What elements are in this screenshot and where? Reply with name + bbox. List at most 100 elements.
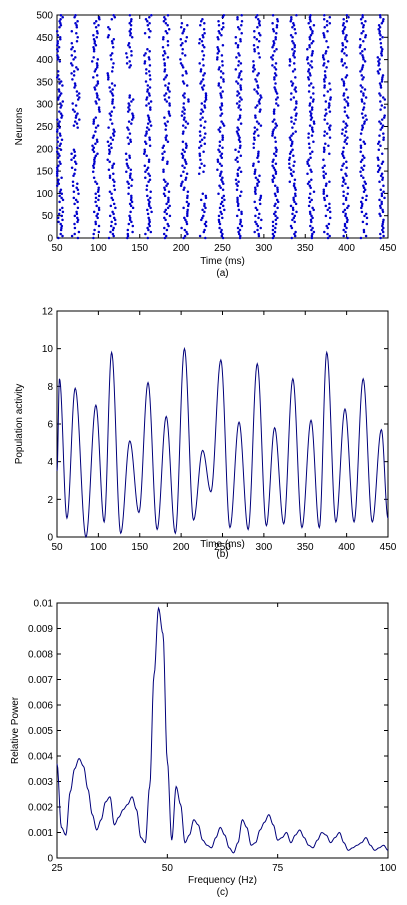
spike-marker — [183, 92, 186, 95]
spike-marker — [216, 56, 219, 59]
spike-marker — [162, 19, 166, 23]
spike-marker — [291, 126, 294, 129]
spike-marker — [200, 162, 203, 165]
spike-marker — [113, 180, 116, 184]
spike-marker — [307, 22, 310, 25]
spike-marker — [203, 164, 206, 167]
spike-marker — [183, 234, 187, 238]
spike-marker — [378, 68, 382, 71]
spike-marker — [379, 15, 382, 19]
spike-marker — [204, 196, 208, 200]
spike-marker — [326, 236, 330, 240]
spike-marker — [185, 72, 188, 75]
spike-marker — [201, 17, 204, 21]
spike-marker — [294, 188, 297, 192]
spike-marker — [73, 214, 77, 218]
spike-marker — [290, 134, 293, 137]
spike-marker — [328, 110, 332, 113]
spike-marker — [342, 190, 345, 194]
spike-marker — [58, 90, 61, 93]
spike-marker — [201, 44, 205, 47]
spike-marker — [323, 164, 326, 167]
spike-marker — [274, 202, 277, 206]
spike-marker — [92, 166, 96, 170]
spike-marker — [307, 136, 310, 139]
spike-marker — [274, 226, 277, 230]
spike-marker — [107, 168, 111, 172]
spike-marker — [128, 202, 132, 206]
spike-marker — [309, 34, 313, 37]
spike-marker — [294, 90, 298, 93]
spike-marker — [163, 52, 167, 55]
spike-marker — [273, 66, 276, 69]
spike-marker — [381, 210, 385, 214]
spike-marker — [183, 150, 186, 153]
spike-marker — [275, 32, 278, 35]
spike-marker — [93, 88, 97, 91]
spike-marker — [323, 134, 326, 137]
spike-marker — [291, 70, 295, 73]
spike-marker — [73, 160, 77, 163]
spike-marker — [364, 34, 368, 37]
spike-marker — [164, 136, 167, 139]
spike-marker — [148, 144, 152, 147]
spike-marker — [181, 164, 184, 167]
spike-marker — [377, 140, 381, 143]
spike-marker — [361, 56, 365, 59]
spike-marker — [310, 234, 314, 238]
spike-marker — [148, 64, 152, 67]
spike-marker — [327, 126, 331, 129]
spike-marker — [92, 38, 96, 41]
spike-marker — [346, 102, 350, 105]
spike-marker — [204, 132, 207, 135]
y-tick-label: 8 — [47, 382, 53, 393]
spike-marker — [130, 200, 134, 204]
spike-marker — [129, 19, 133, 23]
spike-marker — [73, 50, 76, 53]
spike-marker — [341, 176, 345, 180]
spike-marker — [57, 220, 60, 224]
spike-marker — [186, 214, 189, 218]
y-axis-label: Relative Power — [10, 696, 21, 764]
spike-marker — [271, 164, 274, 167]
spike-marker — [257, 40, 261, 43]
spike-marker — [381, 220, 385, 224]
spike-marker — [294, 202, 298, 206]
spike-marker — [110, 40, 114, 43]
spike-marker — [310, 42, 313, 45]
spike-marker — [325, 40, 328, 43]
spike-marker — [237, 232, 241, 236]
spike-marker — [92, 176, 96, 180]
spike-marker — [274, 162, 278, 165]
spike-marker — [289, 224, 293, 228]
spike-marker — [96, 96, 99, 99]
spike-marker — [127, 102, 130, 105]
spike-marker — [94, 154, 98, 157]
spike-marker — [362, 94, 365, 97]
spike-marker — [239, 40, 242, 43]
spike-marker — [110, 52, 114, 55]
spike-marker — [323, 130, 327, 133]
spike-marker — [219, 126, 222, 129]
spike-marker — [254, 192, 257, 196]
spike-marker — [290, 120, 293, 123]
spike-marker — [183, 186, 186, 190]
spike-marker — [257, 100, 261, 103]
spike-marker — [238, 236, 242, 240]
spike-marker — [256, 154, 260, 157]
spike-marker — [127, 44, 130, 47]
spike-marker — [364, 36, 367, 39]
spike-marker — [57, 78, 61, 81]
spike-marker — [161, 158, 164, 161]
plot-frame — [56, 14, 389, 239]
spike-marker — [97, 186, 100, 190]
raster-plot: 50 100 150 200 250 300 350 400 45005010015020025… — [14, 11, 397, 280]
spike-marker — [365, 118, 368, 121]
spike-marker — [308, 192, 312, 196]
spike-marker — [258, 198, 262, 202]
spike-marker — [311, 50, 314, 53]
spike-marker — [222, 194, 226, 198]
spike-marker — [111, 228, 115, 232]
spike-marker — [73, 172, 76, 176]
spike-marker — [109, 54, 112, 57]
